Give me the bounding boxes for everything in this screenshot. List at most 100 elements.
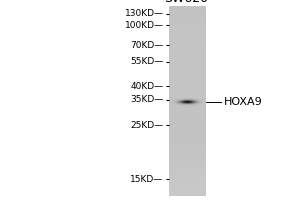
Bar bbox=[205, 101, 206, 102]
Bar bbox=[191, 102, 192, 103]
Bar bbox=[173, 105, 174, 106]
Bar bbox=[176, 104, 177, 105]
Bar bbox=[173, 101, 174, 102]
Bar bbox=[191, 102, 192, 103]
Bar bbox=[171, 103, 172, 104]
Bar bbox=[201, 101, 202, 102]
Bar bbox=[182, 102, 183, 103]
Bar bbox=[173, 98, 174, 99]
Bar bbox=[176, 98, 177, 99]
Bar bbox=[173, 100, 174, 101]
Bar bbox=[176, 104, 177, 105]
Bar bbox=[176, 98, 177, 99]
Bar bbox=[194, 101, 195, 102]
Bar bbox=[172, 98, 173, 99]
Bar bbox=[201, 103, 202, 104]
Bar bbox=[205, 105, 206, 106]
Bar bbox=[182, 105, 183, 106]
Bar bbox=[205, 103, 206, 104]
Bar bbox=[185, 98, 186, 99]
Bar bbox=[182, 98, 183, 99]
Bar bbox=[191, 105, 192, 106]
Bar bbox=[178, 101, 179, 102]
Bar bbox=[190, 102, 191, 103]
Bar bbox=[198, 101, 199, 102]
Bar bbox=[190, 104, 191, 105]
Bar bbox=[183, 98, 184, 99]
Bar bbox=[186, 104, 187, 105]
Bar bbox=[169, 11, 206, 12]
Bar bbox=[203, 99, 204, 100]
Bar bbox=[174, 100, 175, 101]
Bar bbox=[172, 100, 173, 101]
Bar bbox=[191, 99, 192, 100]
Bar bbox=[174, 99, 175, 100]
Bar bbox=[187, 101, 188, 102]
Bar bbox=[194, 98, 195, 99]
Bar bbox=[186, 101, 187, 102]
Bar bbox=[191, 103, 192, 104]
Bar bbox=[195, 100, 196, 101]
Bar bbox=[187, 103, 188, 104]
Bar bbox=[202, 103, 203, 104]
Bar bbox=[182, 100, 183, 101]
Bar bbox=[198, 98, 199, 99]
Bar bbox=[204, 99, 205, 100]
Bar bbox=[199, 103, 200, 104]
Bar bbox=[171, 100, 172, 101]
Bar bbox=[179, 99, 180, 100]
Bar bbox=[186, 102, 187, 103]
Bar bbox=[202, 98, 203, 99]
Bar bbox=[190, 103, 191, 104]
Bar bbox=[174, 104, 175, 105]
Bar bbox=[196, 105, 197, 106]
Bar bbox=[182, 98, 183, 99]
Bar bbox=[184, 104, 185, 105]
Bar bbox=[204, 98, 205, 99]
Bar bbox=[170, 102, 171, 103]
Bar bbox=[192, 101, 193, 102]
Bar bbox=[182, 101, 183, 102]
Bar bbox=[169, 102, 170, 103]
Bar bbox=[179, 102, 180, 103]
Bar bbox=[190, 101, 191, 102]
Bar bbox=[177, 101, 178, 102]
Bar bbox=[201, 102, 202, 103]
Bar bbox=[197, 98, 198, 99]
Bar bbox=[188, 100, 189, 101]
Bar bbox=[180, 99, 181, 100]
Bar bbox=[179, 100, 180, 101]
Bar bbox=[191, 104, 192, 105]
Bar bbox=[192, 100, 193, 101]
Bar bbox=[201, 100, 202, 101]
Bar bbox=[176, 101, 177, 102]
Bar bbox=[205, 104, 206, 105]
Bar bbox=[182, 103, 183, 104]
Bar bbox=[187, 100, 188, 101]
Bar bbox=[188, 102, 189, 103]
Bar bbox=[186, 98, 187, 99]
Bar bbox=[182, 101, 183, 102]
Bar bbox=[187, 104, 188, 105]
Bar bbox=[193, 104, 194, 105]
Bar bbox=[195, 99, 196, 100]
Bar bbox=[190, 101, 191, 102]
Bar bbox=[179, 105, 180, 106]
Bar bbox=[197, 100, 198, 101]
Bar bbox=[194, 100, 195, 101]
Bar bbox=[195, 101, 196, 102]
Bar bbox=[205, 99, 206, 100]
Bar bbox=[186, 99, 187, 100]
Bar bbox=[202, 103, 203, 104]
Bar bbox=[191, 100, 192, 101]
Bar bbox=[191, 105, 192, 106]
Bar bbox=[182, 99, 183, 100]
Bar bbox=[174, 100, 175, 101]
Bar bbox=[198, 105, 199, 106]
Bar bbox=[193, 105, 194, 106]
Bar bbox=[204, 103, 205, 104]
Bar bbox=[173, 101, 174, 102]
Bar bbox=[178, 102, 179, 103]
Bar bbox=[191, 98, 192, 99]
Bar bbox=[201, 99, 202, 100]
